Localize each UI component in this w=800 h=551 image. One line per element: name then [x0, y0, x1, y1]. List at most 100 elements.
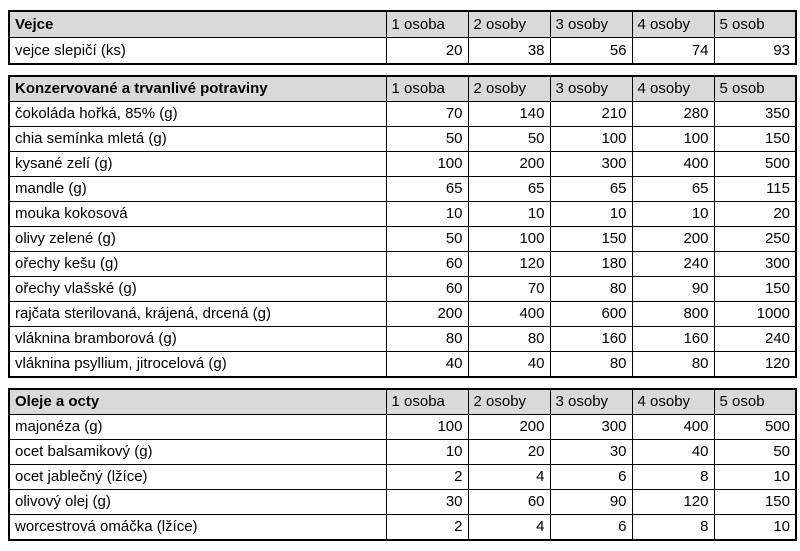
row-value: 300: [713, 251, 797, 277]
row-label: ocet jablečný (lžíce): [8, 464, 387, 490]
row-value: 20: [385, 37, 469, 65]
row-value: 20: [713, 201, 797, 227]
table-row: worcestrová omáčka (lžíce) 2 4 6 8 10: [8, 514, 797, 541]
row-value: 50: [713, 439, 797, 465]
row-value: 400: [631, 151, 715, 177]
row-label: mouka kokosová: [8, 201, 387, 227]
table-row: vejce slepičí (ks) 20 38 56 74 93: [8, 37, 797, 65]
column-header: 2 osoby: [467, 388, 551, 415]
row-value: 30: [549, 439, 633, 465]
row-value: 65: [549, 176, 633, 202]
row-value: 150: [549, 226, 633, 252]
row-value: 500: [713, 414, 797, 440]
food-table: Konzervované a trvanlivé potraviny 1 osob…: [8, 75, 797, 378]
row-value: 10: [467, 201, 551, 227]
row-value: 120: [713, 351, 797, 378]
table-title: Vejce: [8, 10, 387, 38]
row-label: ocet balsamikový (g): [8, 439, 387, 465]
row-value: 10: [631, 201, 715, 227]
table-row: olivy zelené (g) 50 100 150 200 250: [8, 226, 797, 252]
table-row: ořechy vlašské (g) 60 70 80 90 150: [8, 276, 797, 302]
table-title: Oleje a octy: [8, 388, 387, 415]
column-header: 1 osoba: [385, 10, 469, 38]
row-value: 500: [713, 151, 797, 177]
row-value: 240: [713, 326, 797, 352]
row-value: 200: [467, 414, 551, 440]
row-value: 56: [549, 37, 633, 65]
row-value: 100: [385, 414, 469, 440]
row-value: 100: [549, 126, 633, 152]
row-label: mandle (g): [8, 176, 387, 202]
row-value: 80: [385, 326, 469, 352]
row-value: 600: [549, 301, 633, 327]
row-value: 90: [631, 276, 715, 302]
row-value: 60: [467, 489, 551, 515]
column-header: 4 osoby: [631, 75, 715, 102]
table-row: vláknina bramborová (g) 80 80 160 160 240: [8, 326, 797, 352]
row-value: 4: [467, 514, 551, 541]
row-value: 70: [385, 101, 469, 127]
row-value: 50: [385, 126, 469, 152]
table-row: mandle (g) 65 65 65 65 115: [8, 176, 797, 202]
row-value: 120: [631, 489, 715, 515]
table-row: majonéza (g) 100 200 300 400 500: [8, 414, 797, 440]
row-value: 38: [467, 37, 551, 65]
column-header: 5 osob: [713, 75, 797, 102]
table-row: vláknina psyllium, jitrocelová (g) 40 40 80…: [8, 351, 797, 378]
table-row: ocet jablečný (lžíce) 2 4 6 8 10: [8, 464, 797, 490]
row-value: 2: [385, 514, 469, 541]
column-header: 3 osoby: [549, 388, 633, 415]
column-header: 5 osob: [713, 10, 797, 38]
row-label: vláknina psyllium, jitrocelová (g): [8, 351, 387, 378]
row-value: 200: [631, 226, 715, 252]
row-value: 150: [713, 276, 797, 302]
table-row: chia semínka mletá (g) 50 50 100 100 150: [8, 126, 797, 152]
row-value: 200: [385, 301, 469, 327]
row-label: vejce slepičí (ks): [8, 37, 387, 65]
row-value: 10: [385, 439, 469, 465]
table-row: ocet balsamikový (g) 10 20 30 40 50: [8, 439, 797, 465]
row-value: 280: [631, 101, 715, 127]
row-label: worcestrová omáčka (lžíce): [8, 514, 387, 541]
column-header: 4 osoby: [631, 388, 715, 415]
column-header: 1 osoba: [385, 388, 469, 415]
table-row: čokoláda hořká, 85% (g) 70 140 210 280 350: [8, 101, 797, 127]
row-value: 10: [549, 201, 633, 227]
food-table: Oleje a octy 1 osoba 2 osoby 3 osoby 4 osoby…: [8, 388, 797, 541]
row-label: olivový olej (g): [8, 489, 387, 515]
row-value: 65: [467, 176, 551, 202]
row-value: 74: [631, 37, 715, 65]
row-value: 60: [385, 276, 469, 302]
row-label: kysané zelí (g): [8, 151, 387, 177]
column-header: 4 osoby: [631, 10, 715, 38]
row-value: 2: [385, 464, 469, 490]
row-value: 100: [631, 126, 715, 152]
row-value: 160: [549, 326, 633, 352]
table-header-row: Oleje a octy 1 osoba 2 osoby 3 osoby 4 osoby…: [8, 388, 797, 415]
row-value: 90: [549, 489, 633, 515]
row-value: 30: [385, 489, 469, 515]
row-label: rajčata sterilovaná, krájená, drcená (g): [8, 301, 387, 327]
row-value: 80: [549, 351, 633, 378]
column-header: 2 osoby: [467, 10, 551, 38]
row-value: 10: [713, 514, 797, 541]
food-table: Vejce 1 osoba 2 osoby 3 osoby 4 osoby 5 osob v…: [8, 10, 797, 65]
column-header: 3 osoby: [549, 10, 633, 38]
row-label: čokoláda hořká, 85% (g): [8, 101, 387, 127]
row-value: 210: [549, 101, 633, 127]
row-label: chia semínka mletá (g): [8, 126, 387, 152]
row-value: 200: [467, 151, 551, 177]
row-value: 80: [631, 351, 715, 378]
column-header: 1 osoba: [385, 75, 469, 102]
table-row: kysané zelí (g) 100 200 300 400 500: [8, 151, 797, 177]
row-value: 8: [631, 514, 715, 541]
row-value: 100: [385, 151, 469, 177]
row-value: 1000: [713, 301, 797, 327]
row-value: 50: [467, 126, 551, 152]
row-value: 240: [631, 251, 715, 277]
row-value: 100: [467, 226, 551, 252]
row-label: olivy zelené (g): [8, 226, 387, 252]
table-row: olivový olej (g) 30 60 90 120 150: [8, 489, 797, 515]
table-row: rajčata sterilovaná, krájená, drcená (g)…: [8, 301, 797, 327]
row-value: 150: [713, 126, 797, 152]
